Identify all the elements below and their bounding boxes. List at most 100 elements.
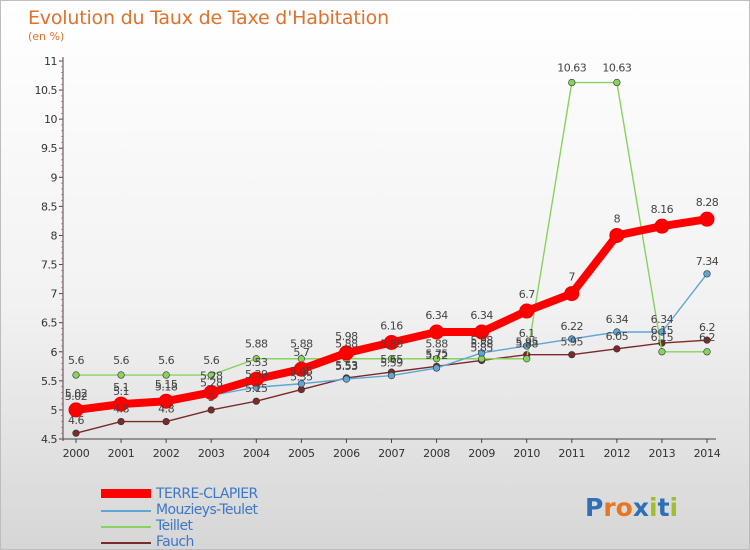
data-label: 5.88 [380,338,403,351]
data-label: 6.22 [561,320,584,333]
data-point [432,364,441,372]
data-point [523,342,531,350]
x-tick-label: 2010 [513,447,540,460]
data-label: 5.59 [380,357,403,370]
legend-item-teillet: Teillet [101,518,361,534]
data-label: 4.6 [68,414,84,427]
data-label: 5.53 [335,360,358,373]
data-point [158,393,174,409]
y-tick-label: 5.5 [41,375,57,388]
data-point [387,372,396,380]
legend-label: Teillet [156,518,193,534]
data-point [658,328,666,336]
y-tick-label: 7.5 [41,259,57,272]
data-label: 6.34 [425,309,448,322]
data-label: 5 [208,391,215,404]
data-label: 5.75 [425,347,448,360]
data-label: 4.8 [113,403,129,416]
data-label: 5.88 [425,338,448,351]
x-tick-label: 2013 [649,447,676,460]
x-tick-label: 2001 [108,447,135,460]
y-tick-label: 8 [51,229,58,242]
data-label: 6.1 [519,327,535,340]
data-label: 6.34 [470,309,493,322]
data-point [432,355,441,363]
data-label: 5.88 [470,338,493,351]
data-point [252,397,260,405]
data-label: 5.28 [200,369,223,382]
data-point [248,371,264,387]
data-point [568,335,576,343]
data-label: 5.72 [425,349,448,362]
data-label: 5.6 [113,354,129,367]
data-point [342,375,351,383]
data-label: 5.6 [68,354,84,367]
data-label: 5.6 [158,354,174,367]
data-label: 5.98 [470,334,493,347]
data-point [68,402,84,418]
data-label: 5.88 [335,338,358,351]
x-tick-label: 2000 [63,447,90,460]
data-point [474,324,490,340]
data-label: 5.18 [155,380,178,393]
data-label: 7 [569,271,576,284]
y-tick-label: 6.5 [41,317,57,330]
data-label: 5.02 [65,387,88,400]
data-label: 6.7 [519,288,535,301]
data-label: 5.65 [380,353,403,366]
data-point [207,371,215,379]
data-label: 5.53 [245,356,268,369]
data-label: 5.6 [203,354,219,367]
data-label: 5.15 [245,382,268,395]
data-label: 6.15 [651,331,674,344]
data-point [297,380,305,388]
data-point [519,303,535,319]
data-point [429,324,445,340]
data-label: 7.34 [696,255,719,268]
data-label: 5.15 [155,378,178,391]
logo-letter: t [657,493,670,522]
proxiti-logo: Proxiti [585,493,678,522]
y-tick-label: 5 [51,404,58,417]
data-point [162,417,170,426]
data-label: 8.28 [696,196,719,209]
logo-letter: x [632,493,649,522]
data-point [117,417,125,426]
legend-swatch-mouzieys-teulet [101,510,151,512]
legend-label: Fauch [156,534,194,550]
x-tick-label: 2004 [243,447,270,460]
data-point [384,334,399,350]
data-point [568,78,576,87]
data-point [523,355,531,363]
data-label: 6.05 [606,330,629,343]
x-tick-label: 2005 [288,447,315,460]
legend: TERRE-CLAPIER Mouzieys-Teulet Teillet Fa… [101,486,361,550]
y-axis-unit: (en %) [28,30,65,43]
data-point [72,371,80,379]
x-tick-label: 2014 [694,447,721,460]
data-label: 6.34 [606,313,629,326]
y-tick-label: 10.5 [35,84,58,97]
data-point [252,355,260,363]
legend-swatch-fauch [101,542,151,544]
data-point [703,348,711,356]
x-tick-label: 2008 [423,447,450,460]
y-tick-label: 4.5 [41,433,57,446]
x-tick-label: 2006 [333,447,360,460]
data-label: 5.1 [113,385,129,398]
legend-swatch-terre-clapier [101,489,151,498]
y-tick-label: 9 [51,171,58,184]
logo-letter: i [669,493,679,522]
legend-item-fauch: Fauch [101,534,361,550]
data-label: 5.7 [293,346,309,359]
data-point [613,328,621,336]
chart-title: Evolution du Taux de Taxe d'Habitation [28,7,389,29]
data-point [203,384,219,400]
logo-letter: P [585,493,604,522]
data-point [72,429,80,437]
x-tick-label: 2011 [558,447,585,460]
data-point [207,406,215,414]
data-label: 6.15 [651,324,674,337]
